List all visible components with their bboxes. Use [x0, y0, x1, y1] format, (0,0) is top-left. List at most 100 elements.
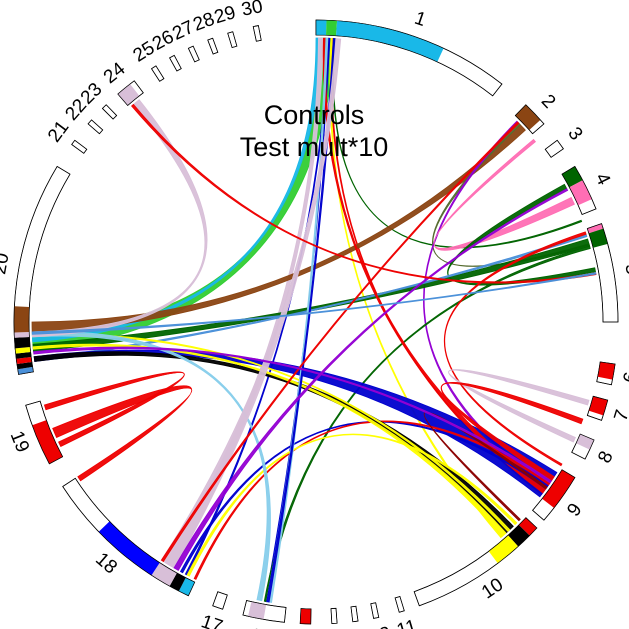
segment-outline — [350, 605, 359, 623]
segment-outline — [212, 591, 228, 610]
segment-28[interactable] — [207, 37, 219, 55]
segment-11[interactable] — [394, 595, 405, 613]
segment-label-17: 17 — [198, 611, 225, 629]
link-ribbon — [33, 351, 514, 534]
link-ribbon — [423, 411, 548, 522]
segment-fill — [151, 562, 177, 587]
segment-outline — [330, 607, 338, 624]
segment-fill — [542, 469, 575, 508]
link-ribbon — [33, 346, 553, 484]
segment-outline — [252, 25, 262, 42]
link-ribbon — [173, 188, 569, 571]
link-ribbon — [266, 38, 337, 603]
segment-fill — [588, 228, 608, 248]
segment-label-2: 2 — [537, 91, 560, 113]
link-ribbon — [186, 433, 518, 577]
segment-fill — [518, 517, 537, 536]
segment-label-16: 16 — [248, 625, 272, 629]
title-line-1: Controls — [264, 100, 365, 130]
segment-fill — [14, 332, 30, 338]
segment-fill — [569, 180, 592, 206]
segment-21[interactable] — [71, 139, 88, 154]
segment-label-29: 29 — [212, 2, 238, 28]
segment-outline — [13, 166, 71, 375]
segment-outline — [299, 608, 312, 625]
segment-fill — [588, 396, 608, 416]
segment-label-21: 21 — [44, 117, 73, 146]
segment-fill — [98, 521, 160, 576]
segment-fill — [326, 20, 338, 36]
title-line-2: Test mult*10 — [240, 132, 389, 162]
segment-fill — [169, 573, 186, 592]
segment-outline — [413, 517, 538, 607]
segment-label-5: 5 — [620, 262, 629, 276]
segment-outline — [242, 600, 287, 623]
link-ribbon — [431, 122, 590, 267]
segment-fill — [597, 361, 616, 380]
segment-fill — [14, 337, 31, 349]
link-ribbon — [160, 121, 520, 563]
segment-fills — [13, 19, 619, 625]
segment-outline — [102, 104, 118, 120]
segment-outline — [117, 80, 144, 106]
segment-label-13: 13 — [346, 627, 370, 629]
link-ribbon — [440, 381, 584, 482]
segment-fill — [488, 535, 519, 564]
link-ribbon — [31, 37, 337, 353]
segment-outline — [169, 54, 182, 72]
segment-outline — [370, 602, 380, 619]
segment-fill — [508, 524, 530, 547]
segment-outline — [561, 166, 597, 215]
segment-label-12: 12 — [367, 623, 392, 629]
segment-outline — [87, 119, 104, 135]
segment-label-1: 1 — [412, 8, 429, 31]
segment-22[interactable] — [87, 119, 104, 135]
segment-label-8: 8 — [594, 448, 618, 466]
segment-label-20: 20 — [0, 251, 14, 276]
link-ribbon — [43, 371, 185, 448]
link-ribbon — [447, 183, 596, 286]
segment-label-18: 18 — [91, 549, 121, 579]
segment-fill — [316, 19, 327, 36]
segment-outline — [394, 596, 405, 613]
segment-label-10: 10 — [478, 574, 507, 603]
link-ribbon — [444, 231, 587, 467]
segment-fill — [17, 366, 34, 375]
link-ribbon — [160, 38, 342, 569]
segment-outline — [315, 19, 503, 97]
segment-fill — [248, 601, 267, 620]
segment-29[interactable] — [227, 31, 238, 49]
segment-label-19: 19 — [6, 428, 33, 455]
segment-label-7: 7 — [610, 407, 629, 423]
segment-outline — [596, 361, 616, 386]
segment-outline — [25, 400, 63, 465]
segment-fill — [562, 166, 583, 188]
segment-fill — [15, 347, 31, 354]
segment-fill — [587, 223, 604, 234]
link-ribbon — [332, 38, 583, 249]
segment-outline — [71, 139, 88, 154]
segment-outline — [514, 104, 545, 135]
segment-label-11: 11 — [394, 616, 419, 629]
segment-fill — [13, 306, 30, 333]
segment-fill — [15, 352, 32, 359]
segment-fill — [515, 104, 541, 130]
segment-fill — [32, 420, 63, 464]
segment-outline — [151, 65, 165, 82]
segment-23[interactable] — [101, 104, 118, 120]
link-ribbon — [32, 343, 507, 537]
segment-outline — [571, 433, 595, 460]
segment-outline — [62, 477, 196, 597]
link-ribbon — [31, 37, 322, 343]
segment-outline — [586, 395, 609, 421]
segment-label-9: 9 — [563, 500, 586, 521]
segment-outline — [532, 469, 576, 521]
segment-fill — [16, 361, 33, 370]
segment-outline — [207, 37, 219, 55]
segment-label-4: 4 — [591, 170, 615, 189]
link-ribbon — [31, 99, 208, 338]
segment-fill — [16, 356, 32, 365]
link-ribbon — [433, 138, 575, 251]
segment-outline — [544, 139, 564, 158]
